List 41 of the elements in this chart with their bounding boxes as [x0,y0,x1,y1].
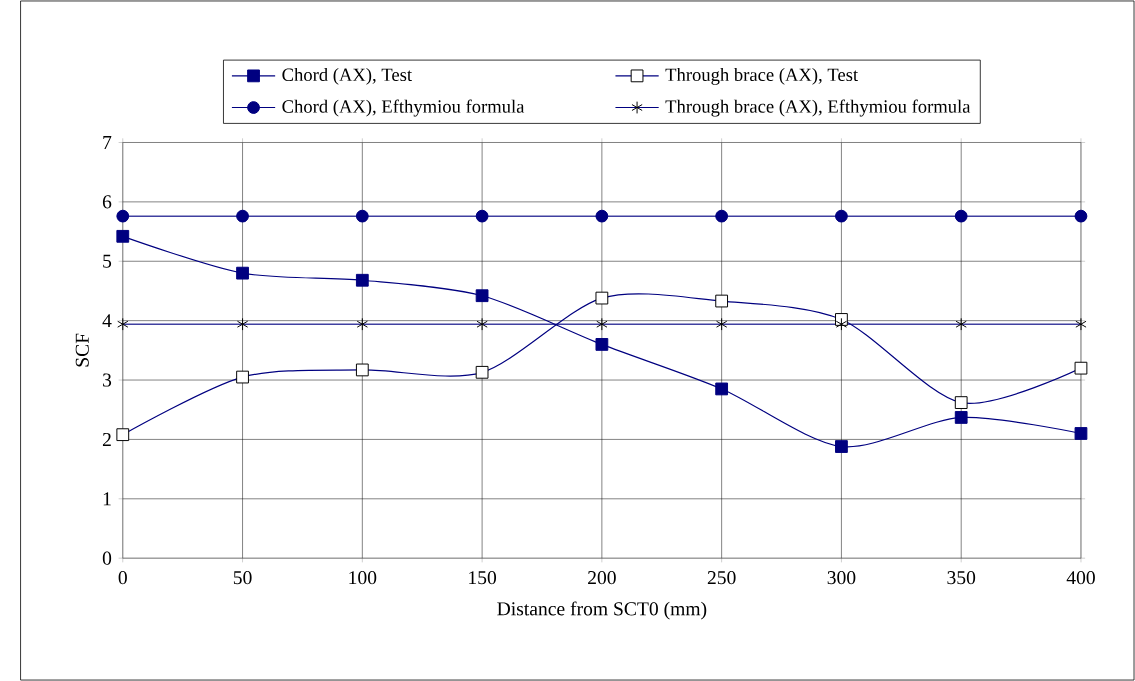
point [355,209,369,223]
y-tick-label: 7 [103,136,112,149]
y-tick-label: 0 [102,551,112,565]
point [835,209,848,223]
x-tick-label: 100 [349,571,377,585]
point [954,411,968,424]
x-tick-label: 50 [233,571,252,585]
point [475,209,489,223]
legend-label: Chord (AX), Efthymiou formula [282,99,525,117]
y-tick-label: 1 [103,492,111,506]
point [116,229,130,243]
x-axis-title: Distance from SCT0 (mm) [497,601,707,620]
x-tick-label: 300 [827,571,856,585]
legend-label: Chord (AX), Test [282,67,412,85]
y-tick-label: 2 [102,432,111,446]
point [475,289,489,303]
point [236,266,249,280]
x-tick-label: 200 [588,571,616,585]
x-tick-label: 250 [707,571,736,585]
point [116,209,130,223]
point [835,440,848,453]
legend-label: Through brace (AX), Test [665,67,858,85]
x-tick-label: 400 [1066,571,1095,585]
y-tick-label: 4 [102,314,112,328]
point [595,209,609,223]
point [355,273,369,287]
point [1074,209,1088,223]
y-tick-label: 5 [103,254,112,268]
x-tick-label: 350 [947,571,976,585]
y-tick-label: 6 [102,195,112,209]
x-tick-label: 0 [118,571,127,585]
point [236,209,249,223]
point [595,338,609,351]
point [1074,427,1088,440]
x-tick-label: 150 [469,571,497,585]
y-tick-label: 3 [103,373,112,387]
point [715,382,729,396]
y-axis-title: SCF [75,333,89,367]
point [715,209,729,223]
point [954,209,968,223]
legend-label: Through brace (AX), Efthymiou formula [665,99,971,117]
